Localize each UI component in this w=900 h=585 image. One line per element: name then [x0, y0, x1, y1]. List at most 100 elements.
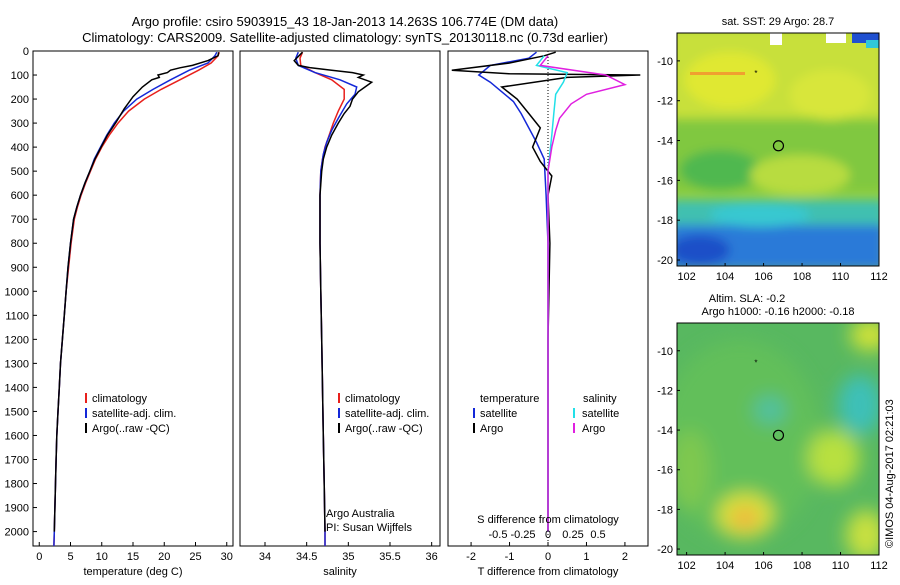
legend-label-t-satellite: satellite [480, 408, 517, 420]
s-difference-tick-label: -0.5 [489, 529, 508, 541]
temperature-plot-frame [32, 50, 234, 547]
s-difference-axis-label: S difference from climatology [477, 514, 619, 526]
temperature-x-tick-label: 30 [221, 551, 233, 563]
sla-map-frame [676, 322, 880, 556]
legend-label-s-argo: Argo [582, 423, 605, 435]
temperature-x-tick-label: 0 [36, 551, 42, 563]
salinity-legend: climatology satellite-adj. clim. Argo(..… [338, 393, 429, 435]
sst_map-star-marker: * [754, 69, 757, 78]
salinity-x-tick-label: 34.5 [296, 551, 317, 563]
sst-cyan-corner [866, 40, 879, 48]
sla-cyan-patch [838, 375, 879, 435]
salinity-panel: 34 34.5 35 35.5 36 salinity climatology sate… [239, 50, 441, 578]
sla_map-lat-tick-label: -20 [657, 544, 673, 556]
sla-lime-patch [677, 430, 710, 510]
difference-series-line-3 [538, 55, 628, 532]
sla_map-lat-tick-label: -14 [657, 425, 673, 437]
sla-map-panel: Altim. SLA: -0.2 Argo h1000: -0.16 h2000… [657, 293, 888, 572]
imos-copyright-label: ©IMOS 04-Aug-2017 02:21:03 [884, 399, 896, 548]
sla_map-lon-tick-label: 102 [677, 560, 695, 572]
depth-tick-label: 600 [11, 190, 29, 202]
sst_map-lat-tick-label: -16 [657, 175, 673, 187]
sst-markers: * [754, 69, 785, 152]
difference-s-x-ticks: -0.5 -0.25 0 0.25 0.5 [489, 529, 606, 541]
sst-yellow-patch [750, 155, 850, 195]
sla-axis-ticks: 102 104 106 108 110 112 -10 -12 -14 -16 -18 -20 [657, 346, 888, 572]
temperature-series-line-1 [53, 51, 218, 547]
difference-series-line-2 [535, 55, 569, 532]
depth-tick-label: 1100 [5, 310, 29, 322]
legend-label-satellite: satellite-adj. clim. [345, 408, 429, 420]
legend-title-salinity: salinity [583, 393, 617, 405]
legend-label-climatology: climatology [92, 393, 148, 405]
depth-tick-label: 400 [11, 142, 29, 154]
depth-tick-label: 2000 [5, 527, 29, 539]
sla-yellow-edge [846, 510, 879, 555]
sla-orange-core [731, 507, 759, 529]
sla-heatmap [677, 323, 879, 555]
legend-label-t-argo: Argo [480, 423, 503, 435]
sla_map-lon-tick-label: 112 [870, 560, 888, 572]
difference-x-tick-label: 2 [622, 551, 628, 563]
sla_map-lat-tick-label: -12 [657, 385, 673, 397]
temperature-series-line-0 [53, 51, 221, 547]
salinity-series-group [293, 51, 374, 546]
depth-tick-label: 100 [11, 70, 29, 82]
depth-tick-label: 1500 [5, 406, 29, 418]
legend-title-temperature: temperature [480, 393, 539, 405]
sst-map-frame [676, 32, 880, 267]
difference-panel: -2 -1 0 1 2 -0.5 -0.25 0 0.25 0.5 S difference f… [447, 50, 649, 578]
figure-title-line2: Climatology: CARS2009. Satellite-adjuste… [82, 30, 608, 45]
depth-tick-label: 300 [11, 118, 29, 130]
sst-axis-ticks: 102 104 106 108 110 112 -10 -12 -14 -16 -18 -20 [657, 56, 888, 283]
s-difference-tick-label: 0.25 [562, 529, 583, 541]
difference-legend: temperature satellite Argo salinity sate… [473, 393, 619, 435]
salinity-x-ticks: 34 34.5 35 35.5 36 [259, 542, 438, 563]
s-difference-tick-label: 0.5 [590, 529, 605, 541]
legend-label-argo: Argo(..raw -QC) [92, 423, 170, 435]
temperature-x-tick-label: 5 [67, 551, 73, 563]
depth-y-ticks: 0 100 200 300 400 500 600 700 800 900 1000 1100 1200… [5, 46, 37, 539]
depth-tick-label: 0 [23, 46, 29, 58]
temperature-x-tick-label: 10 [96, 551, 108, 563]
sla_map-lat-tick-label: -10 [657, 346, 673, 358]
salinity-series-line-0 [299, 51, 345, 546]
temperature-x-axis-label: temperature (deg C) [83, 566, 182, 578]
legend-label-argo: Argo(..raw -QC) [345, 423, 423, 435]
depth-tick-label: 900 [11, 262, 29, 274]
legend-label-satellite: satellite-adj. clim. [92, 408, 176, 420]
depth-tick-label: 1700 [5, 454, 29, 466]
difference-x-tick-label: 0 [545, 551, 551, 563]
sla_map-lon-tick-label: 106 [754, 560, 772, 572]
difference-x-tick-label: 1 [583, 551, 589, 563]
sst_map-lon-tick-label: 110 [832, 271, 850, 283]
difference-x-tick-label: -1 [505, 551, 515, 563]
sst_map-lat-tick-label: -20 [657, 255, 673, 267]
sst-map-panel: sat. SST: 29 Argo: 28.7 [657, 16, 888, 283]
difference-x-tick-label: -2 [466, 551, 476, 563]
difference-series-group [451, 51, 641, 532]
temperature-x-tick-label: 25 [189, 551, 201, 563]
temperature-x-ticks: 0 5 10 15 20 25 30 [36, 542, 233, 563]
salinity-x-tick-label: 35.5 [379, 551, 400, 563]
s-difference-tick-label: -0.25 [510, 529, 535, 541]
salinity-series-line-1 [294, 51, 358, 546]
sla_map-star-marker: * [754, 359, 757, 368]
sst_map-profile-location-marker [772, 140, 785, 152]
sst-blue-patch [852, 33, 879, 43]
t-difference-axis-label: T difference from climatology [478, 566, 619, 578]
depth-tick-label: 700 [11, 214, 29, 226]
sla_map-lon-tick-label: 110 [832, 560, 850, 572]
institution-annotation: Argo Australia [326, 508, 395, 520]
depth-tick-label: 1600 [5, 430, 29, 442]
salinity-x-tick-label: 35 [342, 551, 354, 563]
temperature-series-group [53, 51, 221, 547]
sla-yellow-patch [808, 430, 860, 486]
temperature-x-tick-label: 20 [158, 551, 170, 563]
depth-tick-label: 800 [11, 238, 29, 250]
legend-label-climatology: climatology [345, 393, 401, 405]
salinity-x-tick-label: 36 [426, 551, 438, 563]
depth-tick-label: 1200 [5, 334, 29, 346]
sla_map-lat-tick-label: -18 [657, 504, 673, 516]
